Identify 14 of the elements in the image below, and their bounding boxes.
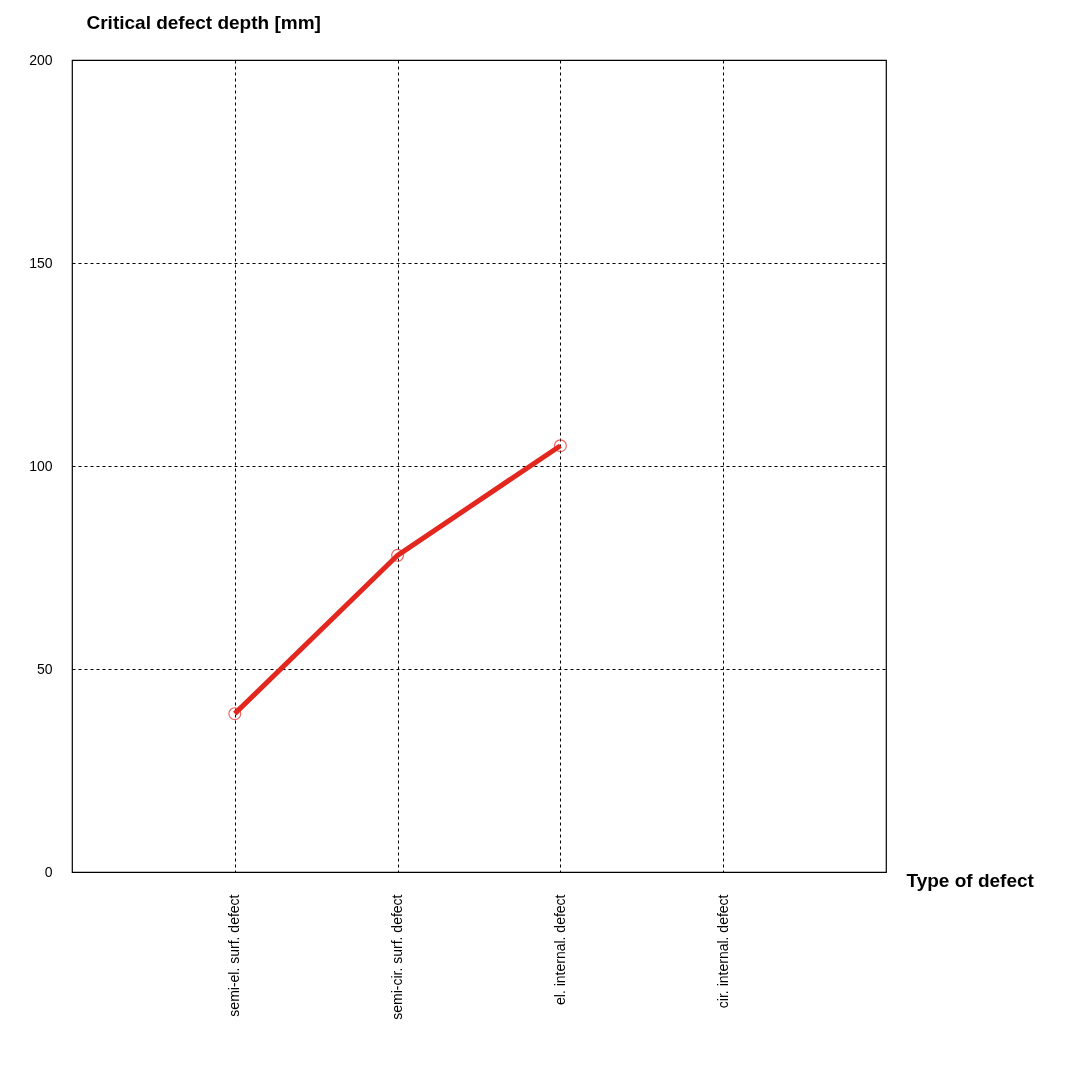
- y-tick-label: 150: [29, 254, 53, 271]
- point: [228, 707, 242, 721]
- point: [553, 439, 567, 453]
- point: [391, 548, 405, 562]
- y-tick-label: 0: [44, 863, 53, 880]
- y-tick-label: 200: [29, 51, 53, 68]
- y-tick-label: 100: [29, 457, 53, 474]
- x-axis-title: Type of defect: [906, 869, 1035, 891]
- x-tick-label: cir. internal. defect: [714, 894, 731, 1009]
- x-tick-label: el. internal. defect: [551, 894, 568, 1006]
- y-tick-label: 50: [36, 660, 53, 677]
- x-tick-label: semi-el. surf. defect: [226, 894, 243, 1017]
- y-axis-title: Critical defect depth [mm]: [86, 11, 321, 33]
- x-tick-label: semi-cir. surf. defect: [389, 894, 406, 1020]
